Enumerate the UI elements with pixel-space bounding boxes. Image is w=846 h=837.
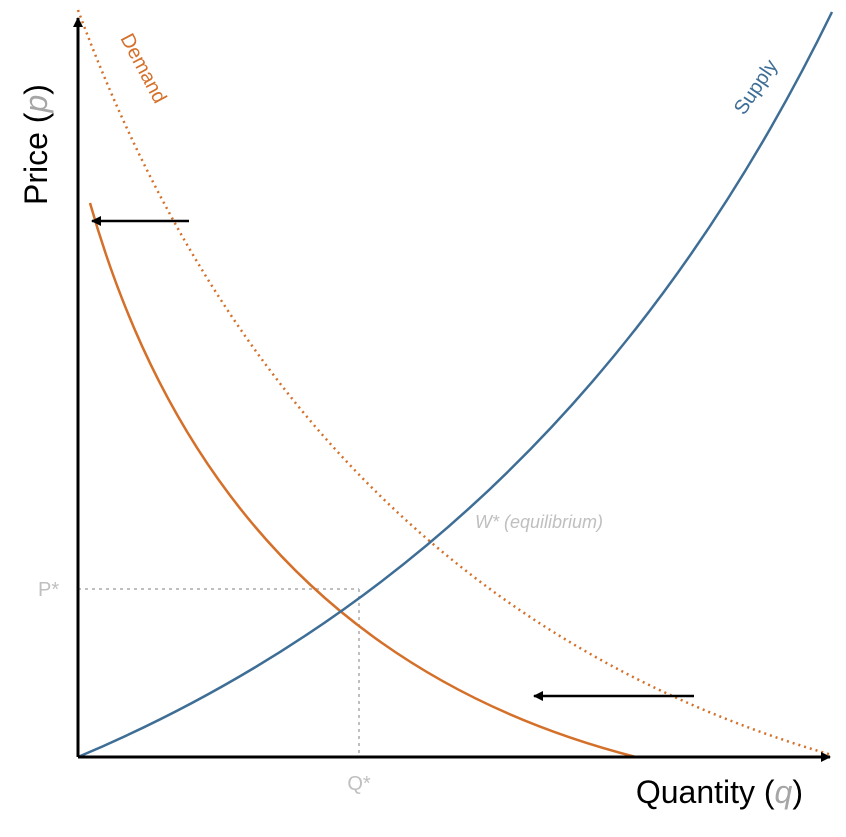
quantity-tick-label: Q* (347, 773, 371, 795)
supply-label: Supply (730, 56, 782, 119)
equilibrium-label: W* (equilibrium) (475, 512, 603, 532)
demand-label: Demand (116, 30, 171, 107)
original-demand-curve (76, 9, 833, 757)
price-tick-label: P* (38, 579, 59, 601)
y-axis-title-text: Price (18, 132, 54, 205)
x-axis-variable: q (775, 774, 793, 810)
shifted-demand-curve (88, 202, 637, 759)
y-axis-title: Price (p) (18, 84, 54, 205)
x-axis-title-text: Quantity (636, 774, 755, 810)
x-axis-title: Quantity (q) (636, 774, 803, 810)
y-axis-variable: p (18, 95, 54, 114)
supply-curve (77, 11, 834, 759)
